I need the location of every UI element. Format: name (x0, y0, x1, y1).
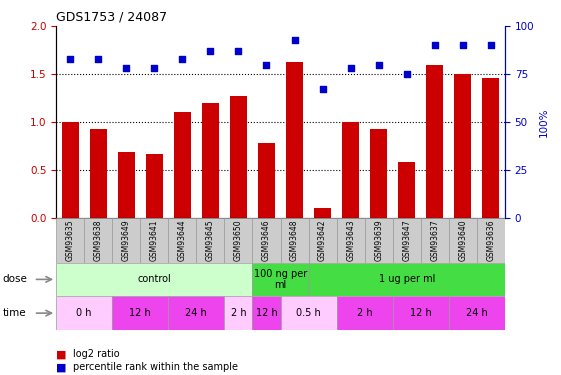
FancyBboxPatch shape (449, 296, 505, 330)
Point (318, 86, 327, 92)
Text: GSM93646: GSM93646 (262, 219, 271, 261)
Bar (62, 122, 79, 218)
Bar (314, 208, 331, 218)
Text: GSM93650: GSM93650 (234, 219, 243, 261)
Bar (230, 96, 247, 218)
Bar (482, 78, 499, 218)
Bar (370, 129, 387, 217)
Text: 2 h: 2 h (231, 308, 246, 318)
Point (430, 42, 439, 48)
Text: GSM93637: GSM93637 (430, 219, 439, 261)
FancyBboxPatch shape (309, 217, 337, 262)
Bar (90, 129, 107, 217)
FancyBboxPatch shape (337, 296, 393, 330)
Text: GSM93649: GSM93649 (122, 219, 131, 261)
FancyBboxPatch shape (84, 217, 112, 262)
Text: percentile rank within the sample: percentile rank within the sample (73, 363, 238, 372)
FancyBboxPatch shape (56, 296, 112, 330)
FancyBboxPatch shape (140, 217, 168, 262)
Point (94, 56, 103, 62)
Y-axis label: 100%: 100% (539, 107, 549, 136)
FancyBboxPatch shape (56, 217, 84, 262)
FancyBboxPatch shape (168, 217, 196, 262)
FancyBboxPatch shape (252, 296, 280, 330)
FancyBboxPatch shape (112, 217, 140, 262)
Text: 12 h: 12 h (130, 308, 151, 318)
Text: 2 h: 2 h (357, 308, 373, 318)
Text: 1 ug per ml: 1 ug per ml (379, 274, 435, 284)
Text: ■: ■ (56, 363, 67, 372)
Text: 12 h: 12 h (410, 308, 431, 318)
Text: 0 h: 0 h (76, 308, 92, 318)
Text: GSM93644: GSM93644 (178, 219, 187, 261)
Point (346, 65, 355, 71)
Text: 24 h: 24 h (466, 308, 488, 318)
FancyBboxPatch shape (280, 217, 309, 262)
FancyBboxPatch shape (365, 217, 393, 262)
FancyBboxPatch shape (252, 262, 309, 296)
Bar (342, 122, 359, 218)
FancyBboxPatch shape (168, 296, 224, 330)
Bar (454, 74, 471, 217)
Bar (258, 143, 275, 218)
FancyBboxPatch shape (309, 262, 505, 296)
Text: 100 ng per
ml: 100 ng per ml (254, 268, 307, 290)
FancyBboxPatch shape (449, 217, 477, 262)
Point (122, 65, 131, 71)
Point (374, 62, 383, 68)
Bar (286, 62, 303, 217)
Text: GSM93639: GSM93639 (374, 219, 383, 261)
Text: GSM93641: GSM93641 (150, 219, 159, 261)
Point (486, 42, 495, 48)
Text: GSM93648: GSM93648 (290, 219, 299, 261)
Point (402, 71, 411, 77)
Text: GSM93635: GSM93635 (66, 219, 75, 261)
Text: GDS1753 / 24087: GDS1753 / 24087 (56, 11, 167, 24)
Text: GSM93645: GSM93645 (206, 219, 215, 261)
FancyBboxPatch shape (196, 217, 224, 262)
Text: 0.5 h: 0.5 h (296, 308, 321, 318)
Text: ■: ■ (56, 350, 67, 359)
FancyBboxPatch shape (337, 217, 365, 262)
Point (290, 37, 299, 43)
Point (66, 56, 75, 62)
FancyBboxPatch shape (112, 296, 168, 330)
Bar (398, 162, 415, 218)
Bar (202, 103, 219, 218)
Point (178, 56, 187, 62)
Bar (146, 154, 163, 218)
Text: GSM93643: GSM93643 (346, 219, 355, 261)
Text: GSM93638: GSM93638 (94, 219, 103, 261)
Text: GSM93642: GSM93642 (318, 219, 327, 261)
Bar (174, 112, 191, 218)
Text: GSM93640: GSM93640 (458, 219, 467, 261)
Text: time: time (3, 308, 26, 318)
FancyBboxPatch shape (477, 217, 505, 262)
Text: control: control (137, 274, 171, 284)
Text: 24 h: 24 h (186, 308, 207, 318)
Bar (118, 153, 135, 218)
Point (234, 48, 243, 54)
Text: log2 ratio: log2 ratio (73, 350, 119, 359)
Point (458, 42, 467, 48)
Point (262, 62, 271, 68)
FancyBboxPatch shape (393, 296, 449, 330)
Text: GSM93647: GSM93647 (402, 219, 411, 261)
Text: GSM93636: GSM93636 (486, 219, 495, 261)
Bar (426, 64, 443, 218)
Point (206, 48, 215, 54)
Point (150, 65, 159, 71)
FancyBboxPatch shape (421, 217, 449, 262)
FancyBboxPatch shape (56, 262, 252, 296)
FancyBboxPatch shape (224, 296, 252, 330)
Text: dose: dose (3, 274, 27, 284)
Text: 12 h: 12 h (256, 308, 277, 318)
FancyBboxPatch shape (280, 296, 337, 330)
FancyBboxPatch shape (393, 217, 421, 262)
FancyBboxPatch shape (224, 217, 252, 262)
FancyBboxPatch shape (252, 217, 280, 262)
